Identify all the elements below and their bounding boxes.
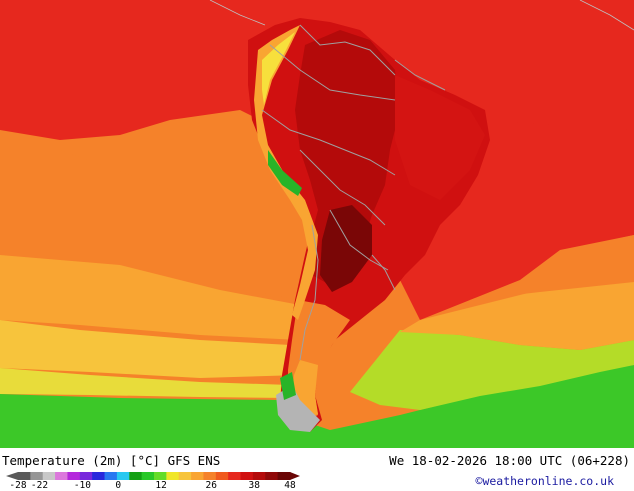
legend-tick-label: 26	[205, 480, 217, 491]
country-borders	[261, 24, 446, 361]
sea-yellowgreen-east	[350, 330, 634, 410]
sea-cold	[0, 368, 290, 398]
legend-arrow-right	[290, 472, 300, 480]
andes-yellow-line	[262, 32, 295, 105]
legend-swatch	[154, 472, 167, 480]
legend-swatch	[215, 472, 229, 480]
sea-mild	[0, 255, 300, 340]
andes-green-patch	[268, 150, 302, 196]
map-title: Temperature (2m) [°C] GFS ENS	[2, 453, 221, 468]
color-legend	[6, 472, 300, 480]
legend-swatch	[116, 472, 130, 480]
legend-arrow-left	[6, 472, 18, 480]
land-very-hot-core	[295, 30, 400, 285]
legend-tick-label: 0	[115, 480, 122, 491]
legend-swatch	[178, 472, 192, 480]
land-darkest-chaco	[320, 205, 372, 292]
andes-strip	[254, 25, 318, 320]
credit-link[interactable]: ©weatheronline.co.uk	[475, 474, 614, 488]
sea-green-south	[0, 365, 634, 448]
legend-tick-label: -22	[30, 480, 49, 491]
legend-swatch	[203, 472, 217, 480]
southern-green-patch	[280, 372, 296, 400]
legend-swatch	[252, 472, 266, 480]
legend-tick-label: 12	[155, 480, 167, 491]
map-footer: Temperature (2m) [°C] GFS ENS We 18-02-2…	[0, 448, 634, 491]
legend-tick-label: 48	[284, 480, 296, 491]
northern-islands-border	[209, 0, 634, 31]
legend-swatch	[265, 472, 279, 480]
legend-tick-label: 38	[248, 480, 260, 491]
legend-swatch	[67, 472, 81, 480]
legend-swatch	[79, 472, 93, 480]
legend-swatch	[240, 472, 254, 480]
legend-tick-label: -28	[9, 480, 27, 491]
land-hot-northeast	[395, 75, 485, 200]
legend-swatch	[228, 472, 242, 480]
temperature-map	[0, 0, 634, 448]
legend-swatch	[191, 472, 204, 480]
legend-swatch	[104, 472, 118, 480]
legend-swatch	[92, 472, 106, 480]
legend-swatch	[166, 472, 180, 480]
legend-swatch	[141, 472, 155, 480]
sea-cool	[0, 320, 300, 378]
legend-swatch	[277, 472, 291, 480]
legend-tick-label: -10	[73, 480, 91, 491]
valid-time: We 18-02-2026 18:00 UTC (06+228)	[389, 453, 630, 468]
legend-swatch	[42, 472, 56, 480]
legend-swatch	[129, 472, 143, 480]
legend-swatch	[30, 472, 44, 480]
sea-orange-mid	[0, 140, 300, 300]
legend-swatch	[55, 472, 68, 480]
sea-mild-east	[400, 280, 634, 350]
legend-swatch	[18, 472, 31, 480]
sea-warm-east	[470, 235, 634, 300]
